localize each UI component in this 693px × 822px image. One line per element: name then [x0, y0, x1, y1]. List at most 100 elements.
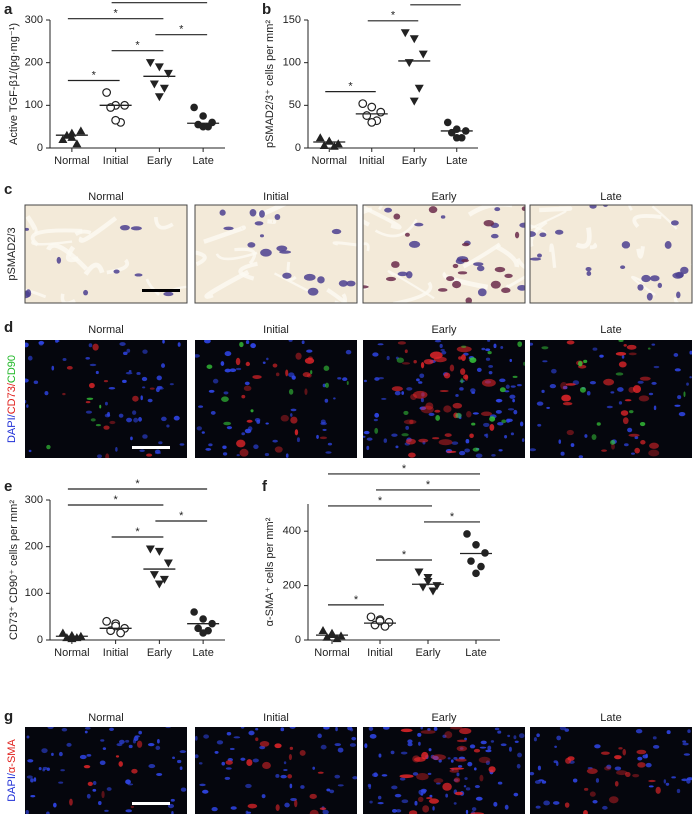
point: [111, 115, 121, 125]
point: [332, 634, 342, 643]
significance-label: *: [113, 494, 118, 506]
fiber: [631, 275, 656, 296]
nucleus: [333, 397, 336, 400]
nucleus: [148, 764, 156, 769]
point: [319, 140, 329, 149]
nucleus: [457, 271, 468, 275]
nucleus: [457, 765, 463, 768]
signal: [149, 387, 155, 390]
signal: [560, 382, 568, 390]
nucleus: [276, 245, 288, 252]
nucleus: [419, 373, 425, 379]
nucleus: [147, 743, 155, 747]
nucleus: [173, 415, 180, 421]
nucleus: [119, 224, 130, 231]
signal: [456, 739, 467, 743]
nucleus: [41, 748, 48, 754]
nucleus: [675, 271, 684, 279]
nucleus: [412, 772, 419, 776]
nucleus: [686, 382, 689, 386]
signal: [567, 756, 575, 761]
nucleus: [272, 439, 278, 443]
signal: [118, 761, 123, 767]
signal: [262, 761, 271, 770]
nucleus: [428, 412, 435, 416]
signal: [460, 368, 466, 376]
fiber: [627, 205, 633, 211]
x-tick-label: Initial: [103, 155, 129, 167]
signal: [412, 390, 428, 399]
nucleus: [372, 772, 379, 777]
nucleus: [433, 727, 438, 731]
nucleus: [26, 735, 30, 739]
signal: [561, 394, 572, 402]
nucleus: [307, 287, 319, 296]
signal: [391, 386, 403, 392]
fiber: [341, 293, 347, 303]
nucleus: [235, 367, 242, 371]
nucleus: [373, 418, 378, 422]
nucleus: [208, 389, 215, 393]
scale-bar: [132, 802, 170, 805]
signal: [622, 748, 627, 756]
nucleus: [241, 432, 246, 436]
signal: [648, 779, 656, 783]
signal: [614, 780, 619, 787]
nucleus: [280, 727, 285, 732]
nucleus: [420, 397, 424, 403]
nucleus: [461, 242, 470, 247]
nucleus: [327, 442, 333, 446]
micrograph-content: [195, 205, 357, 303]
fiber: [539, 206, 573, 213]
signal-green: [310, 370, 313, 375]
nucleus: [416, 378, 420, 382]
panel-label: d: [4, 319, 13, 336]
signal: [603, 378, 615, 386]
nucleus: [296, 437, 300, 443]
significance-label: *: [450, 511, 455, 523]
nucleus: [682, 742, 689, 746]
nucleus: [199, 783, 206, 787]
frame: [194, 204, 358, 304]
nucleus: [26, 404, 29, 408]
nucleus: [497, 399, 501, 403]
nucleus: [274, 213, 281, 220]
signal: [632, 773, 640, 778]
significance-label: *: [179, 510, 184, 522]
nucleus: [476, 265, 485, 272]
nucleus: [407, 739, 413, 744]
signal: [403, 419, 417, 425]
nucleus: [493, 343, 497, 349]
nucleus: [519, 421, 524, 427]
nucleus: [617, 387, 624, 392]
nucleus: [244, 428, 252, 434]
nucleus: [417, 732, 422, 737]
signal: [412, 755, 421, 763]
signal: [304, 357, 315, 364]
signal: [259, 741, 270, 747]
nucleus: [465, 438, 470, 444]
nucleus: [516, 763, 521, 769]
nucleus: [345, 349, 352, 355]
nucleus: [488, 364, 494, 368]
nucleus: [652, 744, 660, 749]
nucleus: [555, 229, 564, 235]
y-tick-label: 400: [283, 525, 301, 537]
signal: [252, 375, 262, 380]
point: [72, 139, 82, 148]
micrograph-content: [363, 727, 525, 814]
nucleus: [27, 355, 33, 361]
nucleus: [682, 740, 687, 743]
nucleus: [83, 289, 89, 296]
nucleus: [521, 438, 525, 443]
fiber: [651, 205, 678, 230]
nucleus: [247, 242, 256, 248]
nucleus: [507, 408, 515, 411]
signal: [115, 755, 120, 758]
nucleus: [512, 398, 515, 403]
nucleus: [429, 794, 433, 798]
signal: [464, 374, 469, 381]
nucleus: [384, 207, 392, 213]
signal: [639, 376, 651, 381]
